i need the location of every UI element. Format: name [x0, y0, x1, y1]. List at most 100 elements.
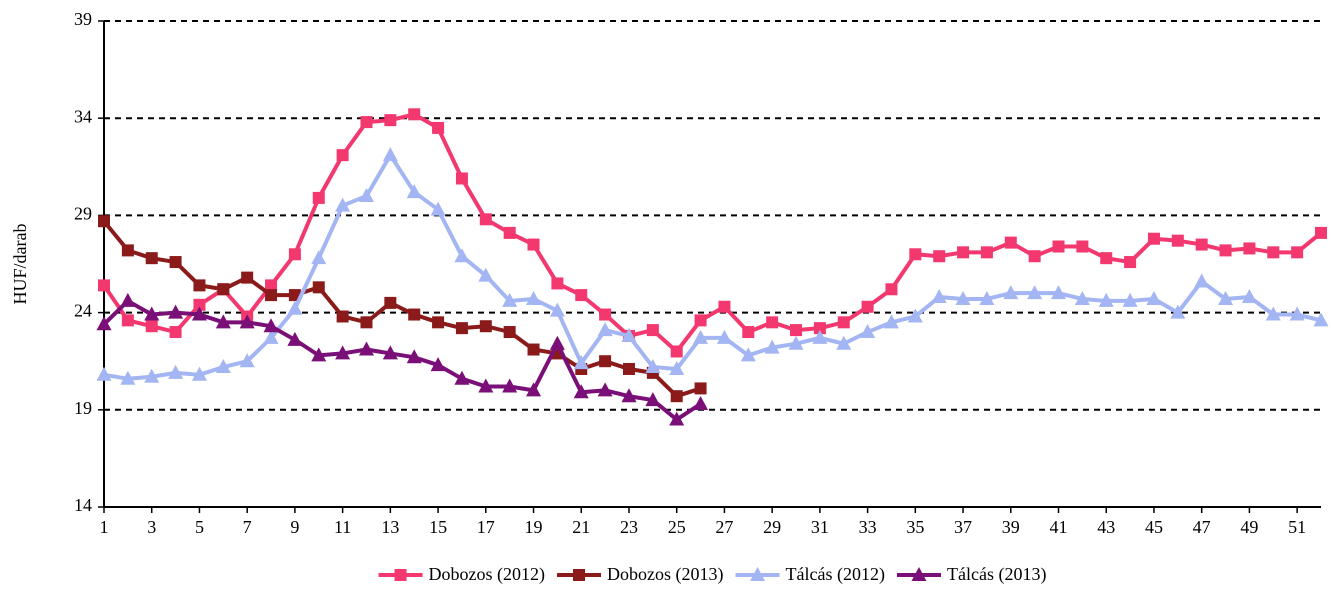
marker	[526, 382, 542, 397]
marker	[716, 329, 732, 344]
legend-item: Dobozos (2012)	[378, 564, 545, 585]
marker	[670, 345, 683, 358]
marker	[360, 316, 373, 329]
legend-label: Dobozos (2012)	[429, 564, 545, 585]
marker	[1027, 285, 1043, 300]
marker	[718, 300, 731, 313]
marker	[502, 378, 518, 393]
marker	[96, 366, 112, 381]
marker	[191, 306, 207, 321]
marker	[573, 569, 586, 581]
marker	[479, 320, 492, 333]
marker	[120, 370, 136, 385]
marker	[955, 290, 971, 305]
marker	[1147, 232, 1160, 245]
marker	[1100, 252, 1113, 265]
x-tick-label: 19	[525, 517, 543, 537]
marker	[169, 326, 182, 339]
marker	[1241, 289, 1257, 304]
marker	[239, 314, 255, 329]
marker	[239, 353, 255, 368]
marker	[645, 392, 661, 407]
marker	[957, 246, 970, 259]
marker	[549, 335, 565, 350]
marker	[669, 360, 685, 375]
marker	[1052, 240, 1065, 253]
marker	[788, 335, 804, 350]
x-tick-label: 27	[715, 517, 733, 537]
marker	[503, 226, 516, 239]
marker	[241, 271, 254, 284]
x-tick-label: 35	[906, 517, 924, 537]
marker	[1122, 292, 1138, 307]
marker	[121, 314, 134, 327]
x-tick-label: 31	[811, 517, 829, 537]
marker	[193, 279, 206, 292]
marker	[1291, 246, 1304, 259]
marker	[1074, 290, 1090, 305]
marker	[1124, 256, 1137, 269]
marker	[430, 201, 446, 216]
marker	[669, 411, 685, 426]
marker	[1265, 306, 1281, 321]
marker	[911, 567, 927, 581]
marker	[599, 355, 612, 368]
marker	[98, 215, 110, 228]
legend-item: Tálcás (2013)	[896, 564, 1046, 585]
marker	[909, 248, 922, 261]
marker	[764, 339, 780, 354]
marker	[670, 390, 683, 403]
legend-item: Tálcás (2012)	[735, 564, 885, 585]
marker	[883, 314, 899, 329]
marker	[1267, 246, 1280, 259]
marker	[1051, 285, 1067, 300]
marker	[455, 172, 468, 185]
marker	[382, 147, 398, 162]
marker	[432, 316, 445, 329]
x-tick-label: 21	[572, 517, 590, 537]
x-tick-label: 41	[1050, 517, 1068, 537]
marker	[742, 326, 755, 339]
marker	[860, 324, 876, 339]
marker	[597, 382, 613, 397]
x-tick-label: 49	[1240, 517, 1258, 537]
marker	[145, 320, 158, 333]
marker	[861, 300, 874, 313]
marker	[980, 246, 993, 259]
marker	[454, 370, 470, 385]
marker	[432, 121, 445, 134]
y-tick-label: 29	[74, 204, 92, 224]
marker	[1028, 250, 1041, 263]
marker	[597, 322, 613, 337]
marker	[599, 308, 612, 321]
x-tick-label: 47	[1193, 517, 1211, 537]
y-tick-label: 39	[74, 9, 92, 29]
marker	[168, 364, 184, 379]
marker	[573, 355, 589, 370]
marker	[1313, 312, 1329, 327]
marker	[144, 368, 160, 383]
marker	[527, 343, 540, 356]
x-tick-label: 45	[1145, 517, 1163, 537]
marker	[191, 366, 207, 381]
marker	[384, 296, 397, 309]
legend: Dobozos (2012) Dobozos (2013) Tálcás (2012…	[378, 564, 1046, 585]
marker	[288, 248, 301, 261]
x-tick-label: 29	[763, 517, 781, 537]
marker	[336, 310, 349, 323]
marker	[430, 357, 446, 372]
marker	[215, 314, 231, 329]
legend-label: Tálcás (2012)	[786, 564, 885, 585]
x-tick-label: 39	[1002, 517, 1020, 537]
x-tick-label: 7	[243, 517, 252, 537]
series-line	[103, 153, 1322, 381]
marker	[885, 283, 898, 296]
marker	[812, 329, 828, 344]
marker	[394, 569, 407, 581]
marker	[621, 327, 637, 342]
x-tick-label: 43	[1097, 517, 1115, 537]
marker	[193, 298, 206, 311]
marker	[503, 326, 516, 339]
marker	[1003, 285, 1019, 300]
x-tick-label: 51	[1288, 517, 1306, 537]
